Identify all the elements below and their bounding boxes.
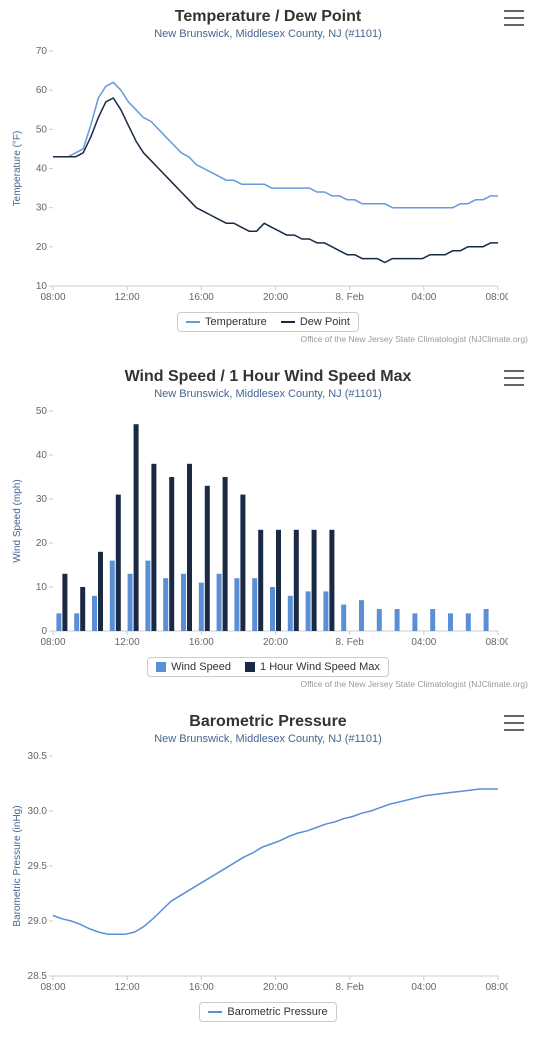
svg-text:Wind Speed (mph): Wind Speed (mph): [12, 479, 23, 562]
chart3-plot: 28.5 29.0 29.5 30.0 30.5 08:00 12:00 16:00 20:00…: [8, 751, 508, 996]
svg-text:50: 50: [36, 124, 48, 135]
legend-label: 1 Hour Wind Speed Max: [260, 661, 380, 673]
svg-text:Barometric Pressure (inHg): Barometric Pressure (inHg): [12, 805, 23, 926]
attribution-text: Office of the New Jersey State Climatolo…: [8, 679, 528, 689]
chart3-title: Barometric Pressure: [8, 713, 528, 731]
chart1-subtitle: New Brunswick, Middlesex County, NJ (#11…: [8, 28, 528, 40]
svg-text:10: 10: [36, 582, 48, 593]
legend-label: Temperature: [205, 316, 267, 328]
legend-swatch: [156, 662, 166, 672]
chart2-subtitle: New Brunswick, Middlesex County, NJ (#11…: [8, 388, 528, 400]
chart3-subtitle: New Brunswick, Middlesex County, NJ (#11…: [8, 733, 528, 745]
svg-text:Temperature (°F): Temperature (°F): [12, 131, 23, 207]
legend-swatch: [186, 321, 200, 323]
svg-text:12:00: 12:00: [115, 982, 140, 993]
legend-swatch: [208, 1011, 222, 1013]
svg-text:20:00: 20:00: [263, 637, 288, 648]
chart1-legend: Temperature Dew Point: [8, 312, 528, 332]
chart3-legend: Barometric Pressure: [8, 1002, 528, 1022]
legend-item-windspeed[interactable]: Wind Speed: [156, 661, 231, 673]
svg-text:08:00: 08:00: [485, 292, 508, 303]
svg-text:12:00: 12:00: [115, 292, 140, 303]
svg-text:20: 20: [36, 538, 48, 549]
svg-text:30.5: 30.5: [28, 751, 48, 762]
legend-swatch: [245, 662, 255, 672]
svg-text:08:00: 08:00: [40, 982, 65, 993]
svg-text:16:00: 16:00: [189, 982, 214, 993]
chart1-plot: 10 20 30 40 50 60 70 08:00 12:00 16:00 20:00 8. Feb…: [8, 46, 508, 306]
svg-text:8. Feb: 8. Feb: [335, 982, 364, 993]
svg-text:28.5: 28.5: [28, 971, 48, 982]
svg-text:60: 60: [36, 85, 48, 96]
svg-text:30: 30: [36, 494, 48, 505]
svg-text:04:00: 04:00: [411, 982, 436, 993]
chart1-title: Temperature / Dew Point: [8, 8, 528, 26]
chart-menu-icon[interactable]: [504, 10, 524, 26]
legend-item-pressure[interactable]: Barometric Pressure: [208, 1006, 327, 1018]
svg-text:30.0: 30.0: [28, 806, 48, 817]
attribution-text: Office of the New Jersey State Climatolo…: [8, 334, 528, 344]
pressure-chart-block: Barometric Pressure New Brunswick, Middl…: [8, 713, 528, 1022]
svg-text:30: 30: [36, 203, 48, 214]
chart-menu-icon[interactable]: [504, 715, 524, 731]
svg-text:20:00: 20:00: [263, 982, 288, 993]
legend-swatch: [281, 321, 295, 323]
svg-text:8. Feb: 8. Feb: [335, 292, 364, 303]
svg-text:04:00: 04:00: [411, 292, 436, 303]
svg-text:20: 20: [36, 242, 48, 253]
legend-item-temperature[interactable]: Temperature: [186, 316, 267, 328]
legend-label: Barometric Pressure: [227, 1006, 327, 1018]
svg-text:10: 10: [36, 281, 48, 292]
svg-text:08:00: 08:00: [40, 637, 65, 648]
svg-text:29.0: 29.0: [28, 916, 48, 927]
chart2-plot: 0 10 20 30 40 50 08:00 12:00 16:00 20:00 8. Feb 04:…: [8, 406, 508, 651]
svg-text:08:00: 08:00: [40, 292, 65, 303]
svg-text:16:00: 16:00: [189, 637, 214, 648]
svg-text:04:00: 04:00: [411, 637, 436, 648]
legend-item-dewpoint[interactable]: Dew Point: [281, 316, 350, 328]
svg-text:0: 0: [41, 626, 47, 637]
legend-label: Dew Point: [300, 316, 350, 328]
legend-item-windmax[interactable]: 1 Hour Wind Speed Max: [245, 661, 380, 673]
svg-text:08:00: 08:00: [485, 982, 508, 993]
svg-text:20:00: 20:00: [263, 292, 288, 303]
svg-text:8. Feb: 8. Feb: [335, 637, 364, 648]
svg-text:70: 70: [36, 46, 48, 57]
svg-text:12:00: 12:00: [115, 637, 140, 648]
svg-text:40: 40: [36, 450, 48, 461]
wind-chart-block: Wind Speed / 1 Hour Wind Speed Max New B…: [8, 368, 528, 689]
chart-menu-icon[interactable]: [504, 370, 524, 386]
chart2-legend: Wind Speed 1 Hour Wind Speed Max: [8, 657, 528, 677]
svg-text:08:00: 08:00: [485, 637, 508, 648]
svg-text:29.5: 29.5: [28, 861, 48, 872]
svg-text:40: 40: [36, 164, 48, 175]
chart2-title: Wind Speed / 1 Hour Wind Speed Max: [8, 368, 528, 386]
legend-label: Wind Speed: [171, 661, 231, 673]
svg-text:50: 50: [36, 406, 48, 417]
svg-text:16:00: 16:00: [189, 292, 214, 303]
temperature-chart-block: Temperature / Dew Point New Brunswick, M…: [8, 8, 528, 344]
